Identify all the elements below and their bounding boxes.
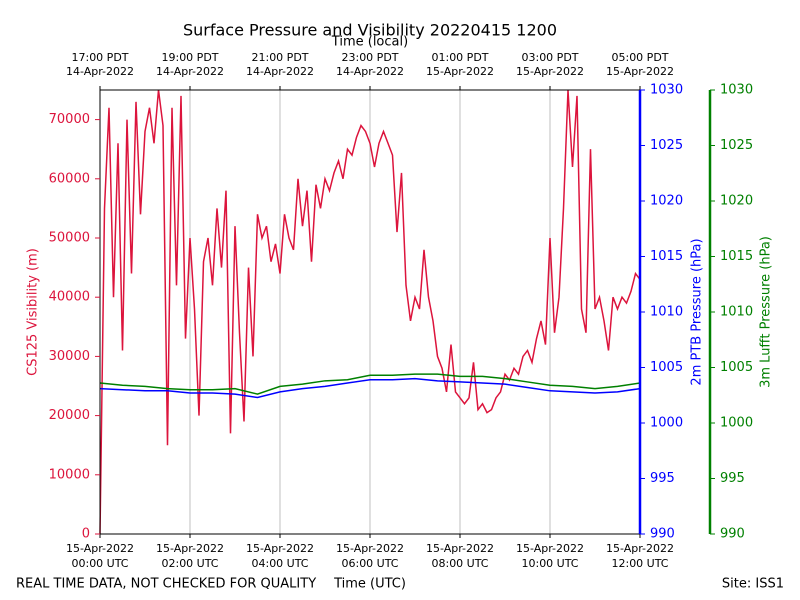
x2-tick-label-line: 03:00 PDT — [521, 51, 578, 64]
x2-tick-label-line: 14-Apr-2022 — [156, 65, 224, 78]
y2-tick-label: 1030 — [650, 83, 683, 98]
y2-tick-label: 1020 — [650, 194, 683, 209]
footer-note: REAL TIME DATA, NOT CHECKED FOR QUALITY — [16, 577, 316, 592]
y2-tick-label: 1015 — [650, 249, 683, 264]
x2-tick-label-line: 15-Apr-2022 — [606, 65, 674, 78]
x2-tick-label: 05:00 PDT 15-Apr-2022 — [606, 51, 674, 78]
y3-tick-label: 1015 — [720, 249, 753, 264]
x2-tick-label-line: 19:00 PDT — [161, 51, 218, 64]
x-tick-label-line: 10:00 UTC — [521, 557, 578, 570]
x2-tick-label-line: 01:00 PDT — [431, 51, 488, 64]
x2-tick-label-line: 14-Apr-2022 — [336, 65, 404, 78]
x-tick-label: 15-Apr-2022 00:00 UTC — [66, 542, 134, 570]
x-tick-label-line: 04:00 UTC — [251, 557, 308, 570]
x-tick-label-line: 00:00 UTC — [71, 557, 128, 570]
y2-tick-label: 1010 — [650, 305, 683, 320]
x2-tick-label: 03:00 PDT 15-Apr-2022 — [516, 51, 584, 78]
y-axis-label: CS125 Visibility (m) — [26, 248, 41, 376]
y3-tick-label: 1030 — [720, 83, 753, 98]
x2-tick-label-line: 17:00 PDT — [71, 51, 128, 64]
x2-tick-label-line: 05:00 PDT — [611, 51, 668, 64]
x-tick-label-line: 15-Apr-2022 — [426, 542, 494, 555]
x2-tick-label: 21:00 PDT 14-Apr-2022 — [246, 51, 314, 78]
x2-tick-label: 23:00 PDT 14-Apr-2022 — [336, 51, 404, 78]
x2-tick-label: 19:00 PDT 14-Apr-2022 — [156, 51, 224, 78]
y-tick-label: 20000 — [49, 408, 90, 423]
x-tick-label: 15-Apr-2022 02:00 UTC — [156, 542, 224, 570]
y-tick-label: 30000 — [49, 349, 90, 364]
x2-tick-label: 01:00 PDT 15-Apr-2022 — [426, 51, 494, 78]
chart-title: Surface Pressure and Visibility 20220415… — [183, 21, 557, 40]
y-tick-label: 60000 — [49, 171, 90, 186]
x2-tick-label-line: 23:00 PDT — [341, 51, 398, 64]
y-tick-label: 70000 — [49, 112, 90, 127]
x2-tick-label-line: 14-Apr-2022 — [246, 65, 314, 78]
y3-axis-label: 3m Lufft Pressure (hPa) — [759, 236, 774, 388]
x-tick-label-line: 15-Apr-2022 — [516, 542, 584, 555]
y3-tick-label: 990 — [720, 527, 745, 542]
x-tick-label-line: 15-Apr-2022 — [336, 542, 404, 555]
x2-tick-label-line: 15-Apr-2022 — [426, 65, 494, 78]
y3-tick-label: 1000 — [720, 416, 753, 431]
x2-tick-label-line: 14-Apr-2022 — [66, 65, 134, 78]
x-tick-label-line: 02:00 UTC — [161, 557, 218, 570]
x2-tick-label: 17:00 PDT 14-Apr-2022 — [66, 51, 134, 78]
y-tick-label: 0 — [82, 527, 90, 542]
x-tick-label-line: 12:00 UTC — [611, 557, 668, 570]
footer-site: Site: ISS1 — [722, 577, 784, 592]
series-line — [99, 373, 641, 395]
x-axis-label: Time (UTC) — [333, 577, 406, 592]
x-tick-label-line: 15-Apr-2022 — [66, 542, 134, 555]
x-tick-label: 15-Apr-2022 06:00 UTC — [336, 542, 404, 570]
x-tick-label: 15-Apr-2022 12:00 UTC — [606, 542, 674, 570]
y2-tick-label: 1025 — [650, 138, 683, 153]
y2-tick-label: 995 — [650, 471, 675, 486]
y2-tick-label: 1005 — [650, 360, 683, 375]
x2-tick-label-line: 21:00 PDT — [251, 51, 308, 64]
series-line — [99, 377, 641, 399]
y3-tick-label: 1020 — [720, 194, 753, 209]
x-tick-label-line: 15-Apr-2022 — [156, 542, 224, 555]
x-tick-label: 15-Apr-2022 10:00 UTC — [516, 542, 584, 570]
y3-tick-label: 1005 — [720, 360, 753, 375]
x-tick-label-line: 06:00 UTC — [341, 557, 398, 570]
x-tick-label: 15-Apr-2022 08:00 UTC — [426, 542, 494, 570]
y-tick-label: 50000 — [49, 231, 90, 246]
y2-tick-label: 990 — [650, 527, 675, 542]
x2-tick-label-line: 15-Apr-2022 — [516, 65, 584, 78]
x-tick-label-line: 15-Apr-2022 — [606, 542, 674, 555]
x-tick-label: 15-Apr-2022 04:00 UTC — [246, 542, 314, 570]
y-tick-label: 40000 — [49, 290, 90, 305]
y3-tick-label: 1025 — [720, 138, 753, 153]
y3-tick-label: 1010 — [720, 305, 753, 320]
y-tick-label: 10000 — [49, 467, 90, 482]
y2-tick-label: 1000 — [650, 416, 683, 431]
x-tick-label-line: 15-Apr-2022 — [246, 542, 314, 555]
y3-tick-label: 995 — [720, 471, 745, 486]
y2-axis-label: 2m PTB Pressure (hPa) — [690, 238, 705, 385]
series-line — [99, 89, 641, 535]
x2-axis-label: Time (local) — [331, 35, 408, 50]
x-tick-label-line: 08:00 UTC — [431, 557, 488, 570]
